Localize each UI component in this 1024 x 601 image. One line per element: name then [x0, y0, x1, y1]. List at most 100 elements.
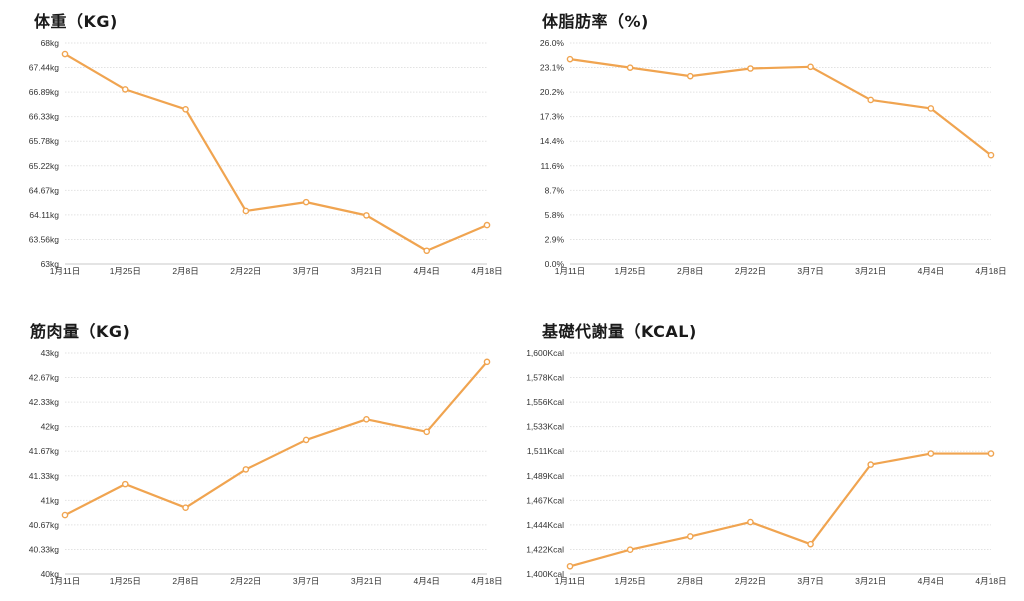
chart-svg-body-fat: 26.0% 23.1% 20.2% 17.3% 14.4% 11.6% 8.7% 5.8% 2.…: [540, 38, 1007, 276]
data-point[interactable]: [987, 151, 995, 159]
x-tick-label: 2月8日: [677, 576, 703, 586]
y-tick-label: 64.11kg: [29, 210, 59, 220]
data-point[interactable]: [61, 511, 69, 519]
y-tick-label: 40.33kg: [29, 544, 60, 554]
y-tick-label: 1,489Kcal: [526, 471, 564, 481]
x-tick-label: 3月7日: [293, 266, 319, 276]
x-tick-label: 3月7日: [797, 266, 823, 276]
x-tick-label: 2月22日: [735, 576, 766, 586]
y-tick-label: 67.44kg: [29, 63, 60, 73]
data-point[interactable]: [423, 247, 431, 255]
x-tick-label: 3月7日: [293, 576, 319, 586]
chart-panel-weight: 体重（KG) 68kg 67.44kg 66.89kg 66.33kg 65.78kg 6…: [0, 0, 512, 300]
chart-svg-bmr: 1,600Kcal 1,578Kcal 1,556Kcal 1,533Kcal 1,51…: [526, 348, 1006, 586]
data-point[interactable]: [363, 212, 370, 219]
x-tick-label: 2月22日: [230, 266, 261, 276]
x-tick-label: 3月7日: [797, 576, 823, 586]
data-point[interactable]: [747, 518, 754, 526]
data-point[interactable]: [483, 221, 491, 229]
data-point[interactable]: [121, 480, 129, 488]
x-tick-label: 2月22日: [735, 266, 766, 276]
data-point[interactable]: [686, 72, 694, 80]
y-tick-label: 1,600Kcal: [526, 348, 564, 358]
y-tick-label: 42.33kg: [29, 397, 60, 407]
y-tick-label: 17.3%: [540, 112, 565, 122]
data-point[interactable]: [483, 358, 491, 366]
data-point[interactable]: [807, 63, 814, 71]
y-tick-label: 1,578Kcal: [526, 373, 564, 383]
y-tick-label: 11.6%: [541, 161, 565, 171]
y-tick-label: 68kg: [41, 38, 60, 48]
data-point[interactable]: [302, 436, 310, 444]
data-point[interactable]: [867, 461, 875, 468]
data-point[interactable]: [566, 55, 574, 63]
y-tick-label: 41kg: [41, 495, 60, 505]
y-tick-label: 43kg: [41, 348, 60, 358]
data-point[interactable]: [242, 207, 250, 215]
data-point[interactable]: [302, 198, 310, 206]
data-point[interactable]: [807, 540, 814, 548]
y-tick-label: 63kg: [41, 259, 60, 269]
x-tick-label: 3月21日: [855, 266, 886, 276]
x-tick-label: 4月18日: [975, 576, 1006, 586]
data-point[interactable]: [626, 546, 634, 553]
chart-title: 筋肉量（KG): [30, 322, 131, 341]
data-point[interactable]: [867, 96, 875, 104]
x-tick-label: 3月21日: [351, 576, 382, 586]
y-tick-label: 40kg: [41, 569, 60, 579]
x-tick-label: 2月22日: [230, 576, 261, 586]
data-point[interactable]: [182, 106, 189, 113]
series-line: [63, 52, 489, 252]
y-tick-label: 1,400Kcal: [526, 569, 564, 579]
x-tick-label: 1月25日: [615, 576, 646, 586]
series-line: [568, 452, 993, 568]
y-tick-label: 42kg: [41, 422, 60, 432]
x-tick-label: 4月4日: [413, 266, 439, 276]
data-point[interactable]: [987, 450, 995, 457]
y-tick-label: 1,556Kcal: [526, 397, 564, 407]
y-tick-label: 65.22kg: [29, 161, 60, 171]
y-tick-label: 63.56kg: [29, 234, 60, 244]
y-tick-label: 1,467Kcal: [526, 495, 564, 505]
x-tick-label: 1月11日: [555, 266, 586, 276]
data-point[interactable]: [121, 86, 129, 93]
y-tick-label: 23.1%: [540, 63, 565, 73]
y-tick-label: 26.0%: [540, 38, 565, 48]
x-tick-label: 4月4日: [413, 576, 439, 586]
data-point[interactable]: [927, 105, 935, 112]
data-point[interactable]: [182, 504, 189, 511]
data-point[interactable]: [61, 50, 69, 58]
y-tick-label: 1,422Kcal: [526, 544, 564, 554]
x-tick-label: 1月25日: [110, 266, 141, 276]
data-point[interactable]: [626, 64, 634, 71]
data-point[interactable]: [423, 428, 431, 436]
x-tick-label: 4月18日: [471, 266, 502, 276]
chart-title: 体重（KG): [34, 12, 118, 31]
y-tick-label: 41.33kg: [29, 471, 60, 481]
x-tick-label: 1月11日: [50, 576, 81, 586]
chart-svg-weight: 68kg 67.44kg 66.89kg 66.33kg 65.78kg 65.22kg 6…: [29, 38, 503, 276]
x-tick-label: 4月18日: [975, 266, 1006, 276]
data-point[interactable]: [566, 562, 574, 570]
y-tick-label: 66.89kg: [29, 87, 60, 97]
data-point[interactable]: [927, 450, 935, 457]
x-tick-label: 2月8日: [172, 266, 198, 276]
data-point[interactable]: [686, 533, 694, 540]
x-tick-label: 3月21日: [351, 266, 382, 276]
data-point[interactable]: [363, 416, 370, 423]
chart-title: 体脂肪率（%): [542, 12, 649, 31]
y-tick-label: 8.7%: [545, 185, 565, 195]
y-tick-label: 1,511Kcal: [527, 446, 564, 456]
x-tick-label: 4月18日: [471, 576, 502, 586]
x-tick-label: 1月11日: [555, 576, 586, 586]
y-tick-label: 42.67kg: [29, 373, 60, 383]
y-tick-label: 14.4%: [540, 136, 565, 146]
x-tick-label: 1月25日: [615, 266, 646, 276]
x-tick-label: 2月8日: [677, 266, 703, 276]
data-point[interactable]: [747, 65, 754, 72]
data-point[interactable]: [242, 466, 250, 473]
chart-title: 基礎代謝量（KCAL): [542, 322, 697, 341]
y-tick-label: 65.78kg: [29, 136, 60, 146]
y-tick-label: 66.33kg: [29, 112, 60, 122]
y-tick-label: 0.0%: [545, 259, 565, 269]
